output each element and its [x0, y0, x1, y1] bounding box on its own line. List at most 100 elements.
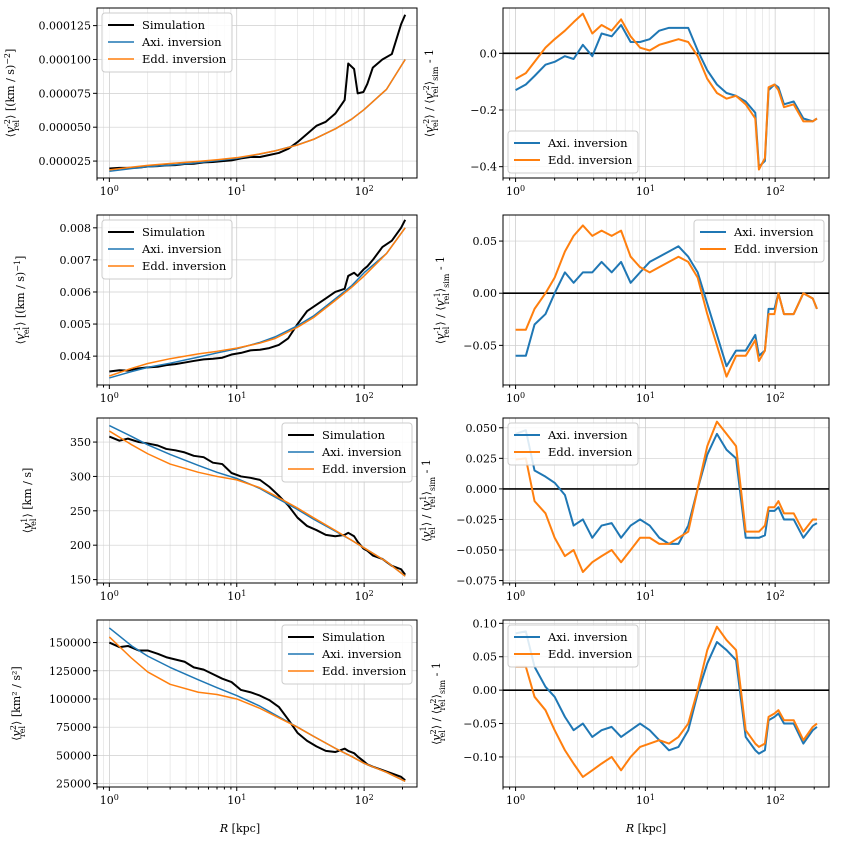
plot-frame	[96, 417, 418, 584]
y-tick-label: −0.075	[456, 575, 497, 588]
y-tick-label: 0.0	[480, 47, 498, 60]
y-tick-label: 250	[70, 505, 91, 518]
series-line-simulation	[108, 435, 406, 576]
x-tick-label: 101	[227, 793, 246, 808]
y-tick-label: 0.000075	[39, 87, 92, 100]
legend-label-axi-inversion: Axi. inversion	[321, 647, 402, 661]
legend-label-axi-inversion: Axi. inversion	[733, 225, 814, 239]
series-line-edd-inversion	[109, 227, 406, 377]
y-tick-label: 0.05	[473, 651, 498, 664]
plot-frame	[502, 7, 830, 179]
x-tick-label: 100	[506, 793, 525, 808]
y-tick-label: 0.005	[60, 318, 92, 331]
legend-box	[507, 422, 639, 466]
y-tick-label: 0.05	[473, 235, 498, 248]
y-tick-label: 150000	[49, 637, 91, 650]
y-tick-label: 350	[70, 436, 91, 449]
legend-label-edd-inversion: Edd. inversion	[548, 153, 633, 167]
x-tick-label: 100	[506, 391, 525, 406]
chart-panel-p8: 100 101 102 −0.10 −0.05 0.00 0.05 0.10 ⟨v2rel⟩ /…	[429, 617, 830, 807]
legend-label-axi-inversion: Axi. inversion	[321, 445, 402, 459]
plot-frame	[96, 214, 418, 386]
legend-box	[507, 624, 639, 668]
series-line-simulation	[109, 219, 407, 373]
series-line-edd-inversion	[515, 625, 818, 778]
x-tick-label: 100	[100, 589, 119, 604]
series-line-edd-inversion	[108, 430, 406, 577]
x-tick-label: 101	[636, 589, 655, 604]
y-axis-label: ⟨v-1rel⟩ [(km / s)−1]	[13, 256, 31, 345]
grid	[96, 215, 417, 385]
x-tick-label: 101	[636, 391, 655, 406]
x-tick-label: 100	[100, 184, 119, 199]
x-tick-label: 100	[100, 793, 119, 808]
y-axis-label: ⟨v-1rel⟩ / ⟨v-1rel⟩sim - 1	[433, 256, 451, 344]
y-tick-label: 0.006	[60, 286, 92, 299]
x-tick-label: 101	[636, 184, 655, 199]
y-tick-label: 0.008	[60, 222, 92, 235]
series-line-axi-inversion	[109, 227, 406, 379]
y-axis-label: ⟨v2rel⟩ / ⟨v2rel⟩sim - 1	[429, 662, 447, 745]
legend: Axi. inversion Edd. inversion	[507, 624, 639, 668]
series-group	[109, 14, 407, 172]
y-tick-label: 0.007	[60, 254, 92, 267]
chart-panel-p4: 100 101 102 −0.05 0.00 0.05 ⟨v-1rel⟩ / ⟨v-1rel…	[433, 214, 830, 406]
x-tick-label: 100	[506, 184, 525, 199]
chart-panel-p3: 100 101 102 0.004 0.005 0.006 0.007 0.008 ⟨v-1re…	[13, 214, 418, 406]
legend-box	[101, 12, 233, 73]
y-tick-label: −0.05	[463, 339, 497, 352]
y-tick-label: −0.2	[470, 104, 497, 117]
panels-group: 100 101 1020.0000250.0000500.0000750.00010…	[3, 7, 830, 808]
legend: Simulation Axi. inversion Edd. inversion	[101, 12, 233, 73]
legend-label-edd-inversion: Edd. inversion	[734, 242, 819, 256]
series-group	[109, 219, 407, 379]
y-tick-label: 0.000050	[39, 121, 92, 134]
legend-label-edd-inversion: Edd. inversion	[142, 259, 227, 273]
legend-label-edd-inversion: Edd. inversion	[142, 52, 227, 66]
x-tick-label: 102	[355, 184, 374, 199]
y-axis-label: ⟨v-2rel⟩ / ⟨v-2rel⟩sim - 1	[422, 49, 440, 137]
y-tick-label: −0.4	[470, 161, 497, 174]
series-line-edd-inversion	[515, 420, 817, 573]
y-axis-label: ⟨v1rel⟩ / ⟨v1rel⟩sim - 1	[419, 459, 437, 542]
series-line-edd-inversion	[515, 224, 818, 378]
series-line-edd-inversion	[109, 59, 406, 171]
y-tick-label: 0.000125	[39, 20, 92, 33]
plot-frame	[96, 619, 418, 788]
chart-panel-p7: 100 101 102 25000 50000 75000 100000 125000 1500…	[9, 619, 418, 808]
chart-panel-p1: 100 101 102 0.000025 0.000050 0.000075 0.00010…	[3, 7, 418, 199]
legend: Axi. inversion Edd. inversion	[693, 219, 825, 263]
legend-label-simulation: Simulation	[322, 630, 386, 644]
x-tick-label: 100	[100, 391, 119, 406]
series-line-simulation	[108, 641, 406, 782]
y-tick-label: 0.025	[466, 452, 498, 465]
series-group	[108, 627, 406, 783]
legend-box	[507, 130, 639, 174]
legend-label-edd-inversion: Edd. inversion	[322, 664, 407, 678]
y-tick-label: 0.00	[473, 287, 498, 300]
y-tick-label: 125000	[49, 665, 91, 678]
x-tick-label: 101	[636, 793, 655, 808]
legend-box	[281, 624, 413, 685]
x-tick-label: 101	[227, 184, 246, 199]
chart-panel-p2: 100 101 102 −0.4 −0.2 0.0 ⟨v-2rel⟩ / ⟨v-2rel⟩s…	[422, 7, 830, 199]
series-group	[108, 424, 406, 577]
x-tick-label: 100	[506, 589, 525, 604]
y-tick-label: 0.00	[473, 684, 498, 697]
y-axis-label: ⟨v1rel⟩ [km / s]	[20, 468, 38, 534]
y-axis-label: ⟨v2rel⟩ [km² / s²]	[9, 666, 27, 740]
y-tick-label: 50000	[56, 749, 91, 762]
y-tick-label: −0.05	[463, 718, 497, 731]
y-tick-label: 150	[70, 574, 91, 587]
x-axis-label-right: R [kpc]	[625, 822, 666, 835]
series-group	[515, 420, 818, 573]
legend-label-simulation: Simulation	[322, 428, 386, 442]
legend-label-axi-inversion: Axi. inversion	[547, 428, 628, 442]
y-tick-label: 0.000100	[39, 53, 92, 66]
x-tick-label: 102	[766, 184, 785, 199]
legend: Simulation Axi. inversion Edd. inversion	[281, 422, 413, 483]
x-tick-label: 101	[227, 589, 246, 604]
y-tick-label: 200	[70, 539, 91, 552]
plot-frame	[502, 417, 830, 584]
x-tick-label: 102	[766, 391, 785, 406]
